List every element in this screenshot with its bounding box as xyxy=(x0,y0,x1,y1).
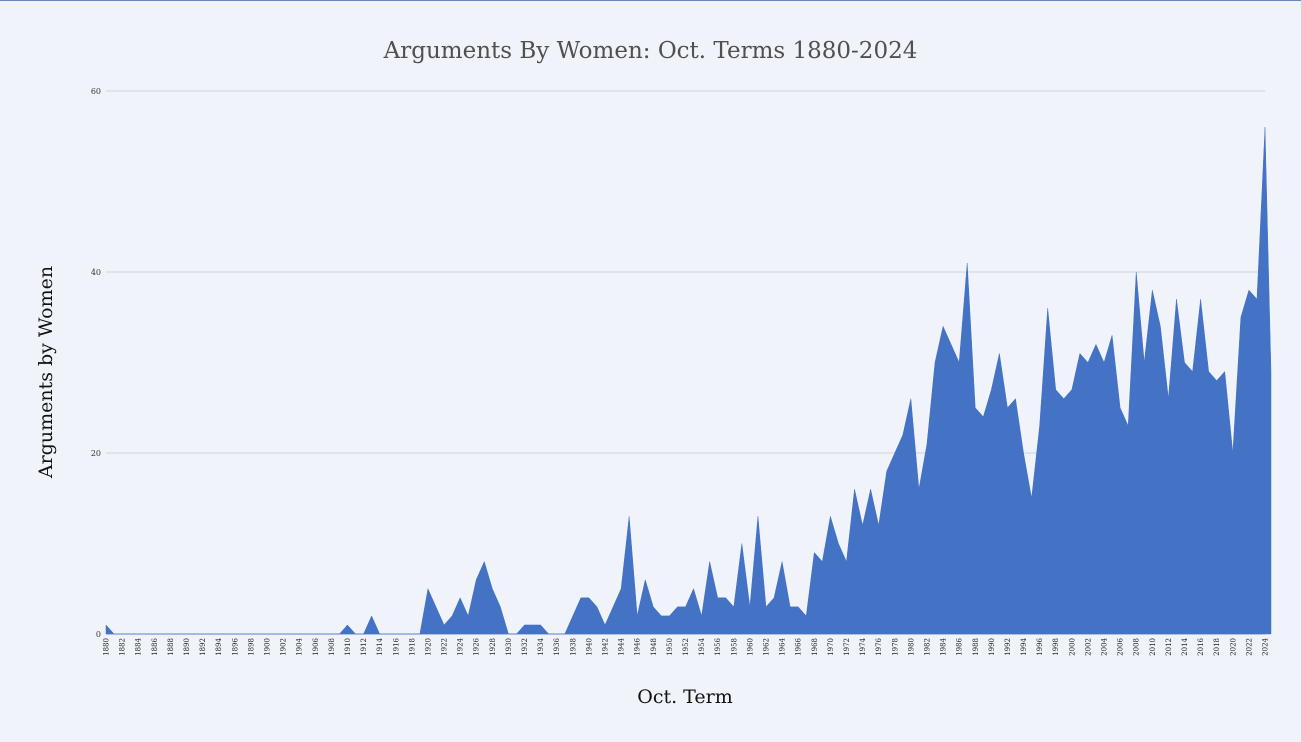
x-tick-label: 1950 xyxy=(666,638,674,656)
y-tick-labels: 0 20 40 60 xyxy=(91,87,101,639)
x-tick-label: 1980 xyxy=(907,638,915,656)
x-tick-label: 2008 xyxy=(1133,638,1141,656)
x-tick-label: 1920 xyxy=(424,638,432,656)
x-tick-label: 1944 xyxy=(618,637,626,655)
x-tick-label: 1924 xyxy=(457,637,465,655)
x-tick-label: 2018 xyxy=(1213,638,1221,656)
x-tick-label: 1916 xyxy=(392,637,400,655)
x-tick-label: 2022 xyxy=(1245,638,1253,656)
x-tick-label: 1896 xyxy=(231,637,239,655)
x-tick-label: 1954 xyxy=(698,637,706,655)
x-tick-label: 1902 xyxy=(280,638,288,656)
x-tick-label: 1952 xyxy=(682,638,690,656)
x-tick-label: 1882 xyxy=(119,638,127,656)
x-tick-label: 1994 xyxy=(1020,637,1028,655)
y-tick-label: 60 xyxy=(91,87,101,96)
y-tick-label: 0 xyxy=(96,630,101,639)
x-tick-label: 1948 xyxy=(650,638,658,656)
x-tick-label: 1960 xyxy=(746,638,754,656)
x-tick-label: 2010 xyxy=(1149,638,1157,656)
x-tick-label: 1970 xyxy=(827,638,835,656)
x-tick-label: 1984 xyxy=(940,637,948,655)
x-tick-label: 1940 xyxy=(585,638,593,656)
x-tick-label: 1926 xyxy=(473,637,481,655)
x-tick-label: 1892 xyxy=(199,638,207,656)
x-tick-label: 1914 xyxy=(376,637,384,655)
x-tick-labels: 1880 1882 1884 1886 1888 1890 1892 1894 1896 1898… xyxy=(103,637,1270,655)
x-tick-label: 1998 xyxy=(1052,638,1060,656)
x-tick-label: 1900 xyxy=(263,638,271,656)
x-tick-label: 1962 xyxy=(762,638,770,656)
x-tick-label: 2012 xyxy=(1165,638,1173,656)
x-tick-label: 1890 xyxy=(183,638,191,656)
x-tick-label: 2016 xyxy=(1197,637,1205,655)
x-tick-label: 1908 xyxy=(328,638,336,656)
x-tick-label: 1958 xyxy=(730,638,738,656)
x-tick-label: 1928 xyxy=(489,638,497,656)
x-tick-label: 1894 xyxy=(215,637,223,655)
x-tick-label: 1922 xyxy=(441,638,449,656)
x-tick-label: 1946 xyxy=(634,637,642,655)
x-tick-label: 1992 xyxy=(1004,638,1012,656)
x-tick-label: 1936 xyxy=(553,637,561,655)
x-tick-label: 2014 xyxy=(1181,637,1189,655)
area-series xyxy=(105,127,1272,635)
x-tick-label: 1978 xyxy=(891,638,899,656)
y-tick-label: 20 xyxy=(91,449,101,458)
x-tick-label: 1884 xyxy=(135,637,143,655)
x-tick-label: 1898 xyxy=(247,638,255,656)
x-tick-label: 1986 xyxy=(956,637,964,655)
x-tick-label: 1932 xyxy=(521,638,529,656)
x-tick-label: 1942 xyxy=(602,638,610,656)
x-tick-label: 1976 xyxy=(875,637,883,655)
x-tick-label: 1964 xyxy=(779,637,787,655)
x-tick-label: 1910 xyxy=(344,638,352,656)
y-tick-label: 40 xyxy=(91,268,101,277)
x-tick-label: 1934 xyxy=(537,637,545,655)
x-tick-label: 2000 xyxy=(1068,638,1076,656)
x-tick-label: 1996 xyxy=(1036,637,1044,655)
x-tick-label: 1912 xyxy=(360,638,368,656)
x-tick-label: 1972 xyxy=(843,638,851,656)
x-tick-label: 1938 xyxy=(569,638,577,656)
x-tick-label: 1990 xyxy=(988,638,996,656)
x-tick-label: 2004 xyxy=(1101,637,1109,655)
x-tick-label: 1930 xyxy=(505,638,513,656)
x-tick-label: 1968 xyxy=(811,638,819,656)
chart-title: Arguments By Women: Oct. Terms 1880-2024 xyxy=(383,38,918,64)
series-area xyxy=(105,127,1272,635)
x-axis-label: Oct. Term xyxy=(637,686,733,708)
x-tick-label: 2024 xyxy=(1262,637,1270,655)
x-tick-label: 1888 xyxy=(167,638,175,656)
x-tick-label: 1904 xyxy=(296,637,304,655)
x-tick-label: 2002 xyxy=(1084,638,1092,656)
x-tick-label: 2006 xyxy=(1117,637,1125,655)
x-tick-label: 2020 xyxy=(1229,638,1237,656)
x-tick-label: 1974 xyxy=(859,637,867,655)
x-tick-label: 1956 xyxy=(714,637,722,655)
x-tick-label: 1988 xyxy=(972,638,980,656)
x-tick-label: 1966 xyxy=(795,637,803,655)
x-tick-label: 1906 xyxy=(312,637,320,655)
x-tick-label: 1886 xyxy=(151,637,159,655)
x-tick-label: 1918 xyxy=(408,638,416,656)
x-tick-label: 1982 xyxy=(923,638,931,656)
x-tick-label: 1880 xyxy=(103,638,111,656)
